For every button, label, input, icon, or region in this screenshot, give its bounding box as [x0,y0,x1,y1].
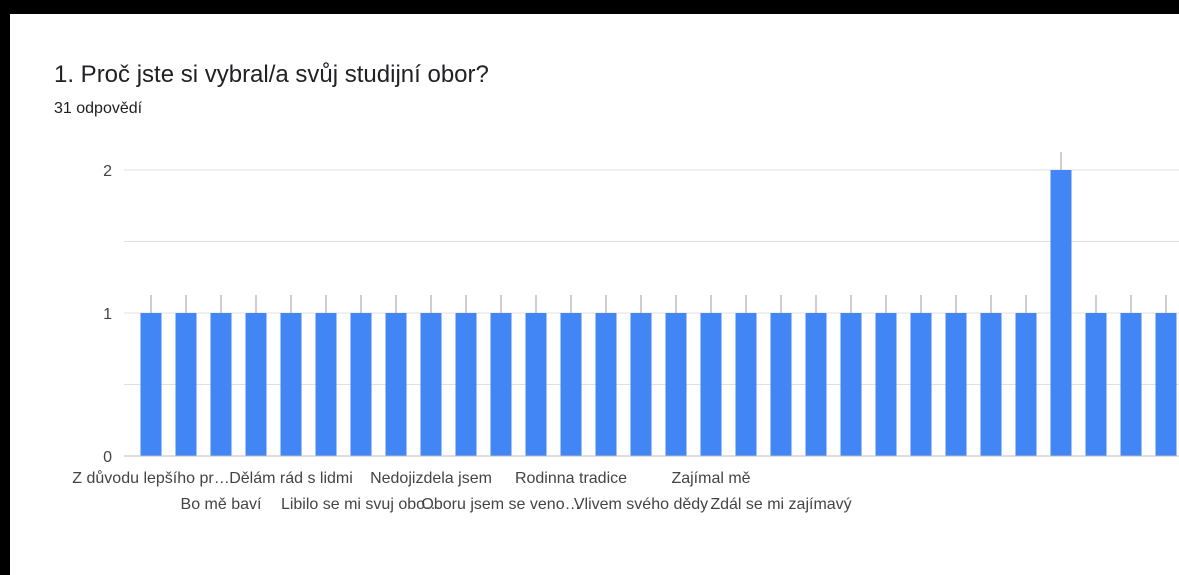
x-category-label: Zdál se mi zajímavý [710,496,851,513]
bar[interactable] [735,313,757,456]
bar[interactable] [980,313,1002,456]
bar[interactable] [805,313,827,456]
x-category-label: Oboru jsem se veno… [421,496,580,513]
bar[interactable] [1050,170,1072,456]
bar[interactable] [630,313,652,456]
bar[interactable] [910,313,932,456]
x-category-label: Libilo se mi svuj obo… [281,496,441,513]
bar[interactable] [875,313,897,456]
question-title: 1. Proč jste si vybral/a svůj studijní o… [54,61,489,88]
bar[interactable] [315,313,337,456]
bar[interactable] [700,313,722,456]
bar[interactable] [385,313,407,456]
bar[interactable] [210,313,232,456]
bar[interactable] [350,313,372,456]
x-category-label: Zajímal mě [671,470,750,487]
bar[interactable] [770,313,792,456]
y-tick-label: 0 [103,449,112,466]
chart-card: 1. Proč jste si vybral/a svůj studijní o… [10,14,1179,575]
bar[interactable] [665,313,687,456]
bar-chart: 0 1 2 Z důvodu lepšího pr… Bo mě baví Dělám r… [72,152,1179,513]
bar[interactable] [560,313,582,456]
bar[interactable] [140,313,162,456]
bar[interactable] [595,313,617,456]
bar[interactable] [1120,313,1142,456]
x-category-label: Dělám rád s lidmi [229,470,353,487]
bar[interactable] [945,313,967,456]
response-count: 31 odpovědí [54,100,143,117]
bar[interactable] [280,313,302,456]
bar[interactable] [420,313,442,456]
bar[interactable] [490,313,512,456]
x-category-label: Bo mě baví [181,496,262,513]
bar[interactable] [175,313,197,456]
y-tick-label: 1 [103,306,112,323]
bar[interactable] [245,313,267,456]
bar[interactable] [1015,313,1037,456]
bar[interactable] [455,313,477,456]
x-category-label: Z důvodu lepšího pr… [72,469,229,487]
bar[interactable] [1155,313,1177,456]
x-category-label: Rodinna tradice [515,470,627,487]
bar[interactable] [1085,313,1107,456]
bar[interactable] [525,313,547,456]
y-tick-label: 2 [103,163,112,180]
x-category-label: Vlivem svého dědy [574,496,708,513]
bar[interactable] [840,313,862,456]
x-category-label: Nedojizdela jsem [370,470,492,487]
